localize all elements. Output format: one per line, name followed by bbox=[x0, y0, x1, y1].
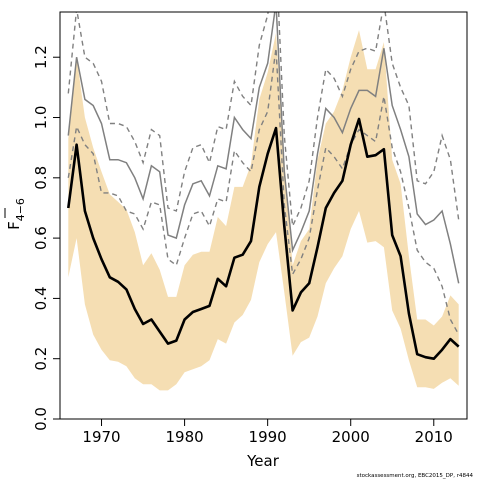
confidence-band bbox=[68, 30, 459, 391]
x-tick-label: 1980 bbox=[165, 428, 203, 446]
svg-text:F4−6: F4−6 bbox=[5, 198, 27, 230]
y-tick-label: 1.2 bbox=[32, 45, 50, 69]
credit-text: stockassessment.org, EBC2015_DP, r4844 bbox=[357, 473, 474, 479]
reference-line bbox=[67, 12, 460, 284]
y-tick-label: 1.0 bbox=[32, 106, 50, 130]
x-axis: 1970 1980 1990 2000 2010 bbox=[82, 418, 453, 446]
x-tick-label: 1970 bbox=[82, 428, 120, 446]
y-tick-label: 0.0 bbox=[32, 407, 50, 431]
y-tick-label: 0.8 bbox=[32, 166, 50, 190]
x-tick-label: 1990 bbox=[249, 428, 287, 446]
y-tick-label: 0.4 bbox=[32, 286, 50, 310]
reference-upper-dashed-line bbox=[67, 12, 460, 229]
y-tick-label: 0.2 bbox=[32, 347, 50, 371]
x-axis-title: Year bbox=[246, 452, 280, 470]
reference-lower-dashed-line bbox=[67, 48, 460, 335]
x-tick-label: 2000 bbox=[332, 428, 370, 446]
y-axis: 0.0 0.2 0.4 0.6 0.8 1.0 1.2 bbox=[32, 45, 61, 431]
y-axis-title-main: F bbox=[5, 221, 23, 230]
estimate-line bbox=[67, 117, 460, 361]
y-tick-label: 0.6 bbox=[32, 226, 50, 250]
y-axis-title: F4−6 bbox=[5, 198, 27, 230]
plot-area bbox=[67, 12, 460, 391]
y-axis-title-subscript: 4−6 bbox=[14, 198, 27, 221]
x-tick-label: 2010 bbox=[415, 428, 453, 446]
